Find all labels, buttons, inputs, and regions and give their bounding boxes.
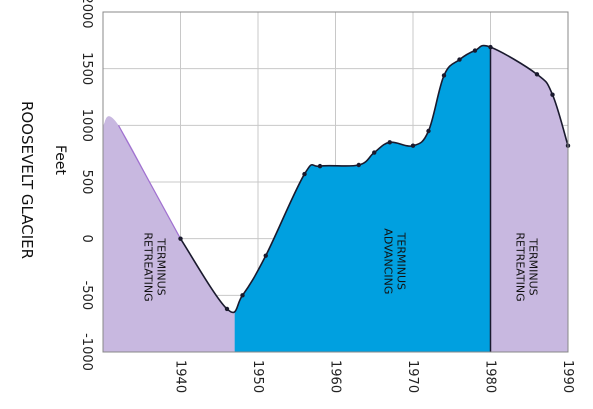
plot-border (102, 11, 569, 353)
x-tick-label: 1980 (483, 360, 498, 393)
annotation-line: TERMINUS (526, 237, 539, 295)
data-point (472, 48, 478, 53)
region-fill-top-3 (490, 47, 568, 352)
x-tick-label: 1940 (173, 360, 188, 393)
data-point (372, 150, 377, 155)
data-point (488, 44, 493, 50)
region-annotation: TERMINUSADVANCING (382, 228, 408, 294)
data-point (224, 306, 230, 312)
data-point (387, 140, 392, 145)
x-tick-label: 1960 (328, 360, 343, 393)
x-tick-label: 1970 (405, 360, 420, 393)
x-tick-label: 1950 (250, 360, 265, 393)
annotation-line: RETREATING (513, 232, 526, 301)
y-tick-label: 1500 (79, 52, 94, 85)
y-tick-label: -1000 (79, 333, 94, 371)
left-edge-line (117, 125, 182, 239)
data-point (534, 72, 540, 77)
data-point (550, 92, 555, 97)
y-axis-title: ROOSEVELT GLACIER (18, 101, 36, 259)
data-point (317, 163, 323, 169)
data-point (441, 73, 447, 78)
data-point (178, 236, 183, 241)
data-point (356, 162, 361, 168)
annotation-line: RETREATING (141, 232, 154, 301)
y-tick-label: 500 (79, 170, 94, 195)
region-annotation: TERMINUSRETREATING (513, 232, 539, 301)
region-annotation: TERMINUSRETREATING (141, 232, 167, 301)
data-point (426, 128, 431, 134)
annotation-line: ADVANCING (382, 228, 395, 294)
y-axis-unit: Feet (52, 145, 68, 176)
y-tick-label: -500 (79, 281, 94, 311)
region-fill-top-2 (234, 45, 491, 352)
annotation-line: TERMINUS (154, 237, 167, 295)
x-tick-label: 1990 (560, 360, 575, 393)
annotation-line: TERMINUS (395, 232, 408, 290)
data-point (240, 293, 245, 298)
data-point (410, 143, 416, 148)
y-tick-label: 0 (79, 235, 94, 243)
plot-area: 2000 1500 1000 500 0 -500 -1000 1940 1950 1960 197… (79, 0, 575, 393)
data-point (302, 171, 307, 177)
data-point (263, 253, 268, 258)
y-tick-label: 1000 (79, 109, 94, 142)
data-point (457, 57, 462, 62)
y-tick-label: 2000 (79, 0, 94, 29)
region-fill-top-1 (103, 116, 235, 352)
